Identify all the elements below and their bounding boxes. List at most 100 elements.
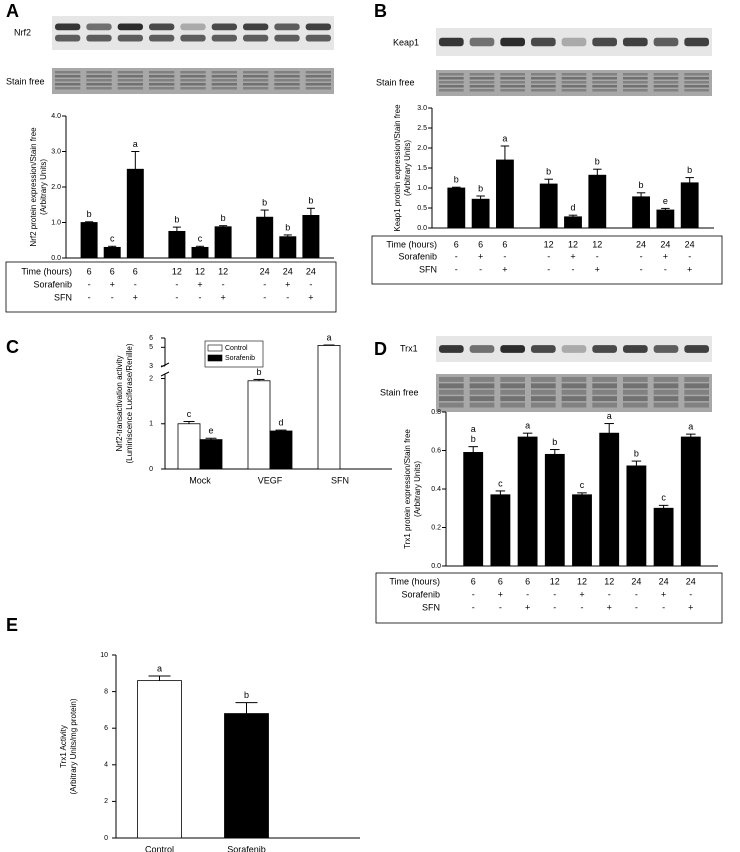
table-cell: - bbox=[175, 279, 178, 289]
blot-band bbox=[149, 79, 175, 82]
blot-band bbox=[117, 87, 143, 90]
significance-letter: a bbox=[502, 133, 507, 143]
blot-band bbox=[592, 73, 617, 76]
blot-band bbox=[305, 71, 331, 74]
significance-letter: b bbox=[174, 214, 179, 224]
significance-letter: b bbox=[552, 437, 557, 447]
table-cell: + bbox=[570, 251, 575, 261]
blot-band bbox=[623, 37, 648, 47]
y-axis-label: Nrf2-transactivation activity bbox=[115, 355, 124, 451]
blot-band bbox=[623, 89, 648, 92]
blot-band bbox=[180, 79, 206, 82]
blot-band bbox=[117, 71, 143, 74]
table-cell: + bbox=[498, 589, 503, 599]
blot-band bbox=[305, 79, 331, 82]
blot-band bbox=[531, 37, 556, 47]
table-cell: 6 bbox=[478, 239, 483, 249]
significance-letter: b bbox=[471, 434, 476, 444]
significance-letter: c bbox=[187, 409, 192, 419]
significance-letter: d bbox=[570, 203, 575, 213]
y-tick-label: 3 bbox=[149, 363, 153, 370]
y-tick-label: 1.5 bbox=[417, 165, 427, 172]
bar bbox=[80, 222, 98, 259]
table-cell: 6 bbox=[454, 239, 459, 249]
blot-band bbox=[180, 83, 206, 86]
y-axis-label: Keap1 protein expression/Stain free bbox=[393, 104, 402, 232]
table-cell: - bbox=[553, 602, 556, 612]
y-axis-label: (Arbitrary Units) bbox=[403, 140, 412, 196]
blot-band bbox=[684, 81, 709, 84]
y-tick-label: 2.0 bbox=[51, 184, 61, 191]
table-cell: - bbox=[572, 264, 575, 274]
table-row-label: Sorafenib bbox=[398, 251, 437, 261]
bar bbox=[680, 436, 701, 567]
significance-letter: b bbox=[595, 157, 600, 167]
table-cell: 12 bbox=[550, 576, 560, 586]
blot-band bbox=[55, 83, 81, 86]
blot-band bbox=[117, 79, 143, 82]
blot-band bbox=[211, 79, 237, 82]
table-cell: 24 bbox=[685, 239, 695, 249]
blot-band bbox=[500, 345, 525, 353]
blot-band bbox=[561, 383, 587, 389]
bar bbox=[279, 236, 297, 259]
table-row-label: Sorafenib bbox=[33, 279, 72, 289]
blot-band bbox=[684, 85, 709, 88]
blot-band bbox=[531, 396, 556, 402]
table-cell: 12 bbox=[195, 266, 205, 276]
blot-band bbox=[439, 389, 464, 395]
significance-letter: c bbox=[580, 480, 585, 490]
blot-band bbox=[86, 71, 112, 74]
significance-letter: a bbox=[471, 424, 476, 434]
blot-band bbox=[469, 73, 495, 76]
blot-band bbox=[653, 389, 679, 395]
blot-band bbox=[561, 77, 587, 80]
blot-band bbox=[211, 23, 237, 31]
blot bbox=[436, 70, 712, 96]
blot-band bbox=[274, 71, 300, 74]
legend-label: Sorafenib bbox=[225, 355, 255, 362]
blot-band bbox=[653, 89, 679, 92]
blot-band bbox=[592, 402, 617, 408]
blot-band bbox=[684, 402, 709, 408]
significance-letter: b bbox=[244, 690, 249, 700]
significance-letter: b bbox=[639, 180, 644, 190]
blot-label: Trx1 bbox=[400, 343, 418, 353]
blot-band bbox=[684, 377, 709, 382]
table-cell: - bbox=[635, 602, 638, 612]
blot-band bbox=[305, 87, 331, 90]
blot-band bbox=[274, 34, 300, 42]
blot-label: Keap1 bbox=[393, 37, 419, 47]
y-tick-label: 2.0 bbox=[417, 145, 427, 152]
bar bbox=[496, 159, 514, 229]
blot-band bbox=[55, 75, 81, 78]
table-cell: - bbox=[455, 251, 458, 261]
table-cell: - bbox=[547, 264, 550, 274]
blot-band bbox=[55, 23, 81, 31]
y-tick-label: 0.6 bbox=[431, 447, 441, 454]
blot-band bbox=[684, 73, 709, 76]
bar bbox=[564, 216, 582, 229]
blot-band bbox=[55, 34, 81, 42]
table-cell: - bbox=[88, 279, 91, 289]
y-tick-label: 1.0 bbox=[417, 185, 427, 192]
bar bbox=[447, 187, 466, 229]
table-cell: - bbox=[309, 279, 312, 289]
table-cell: - bbox=[263, 279, 266, 289]
blot-band bbox=[592, 77, 617, 80]
blot-band bbox=[117, 34, 143, 42]
blot-band bbox=[531, 77, 556, 80]
table-row-label: Sorafenib bbox=[401, 589, 440, 599]
table-cell: + bbox=[687, 264, 692, 274]
table-cell: 24 bbox=[659, 576, 669, 586]
blot-band bbox=[623, 85, 648, 88]
blot-band bbox=[149, 23, 175, 31]
blot-band bbox=[469, 402, 495, 408]
blot-band bbox=[180, 71, 206, 74]
blot-band bbox=[439, 396, 464, 402]
y-tick-label: 6 bbox=[149, 335, 153, 342]
blot-band bbox=[623, 81, 648, 84]
significance-letter: b bbox=[308, 196, 313, 206]
blot-band bbox=[274, 75, 300, 78]
